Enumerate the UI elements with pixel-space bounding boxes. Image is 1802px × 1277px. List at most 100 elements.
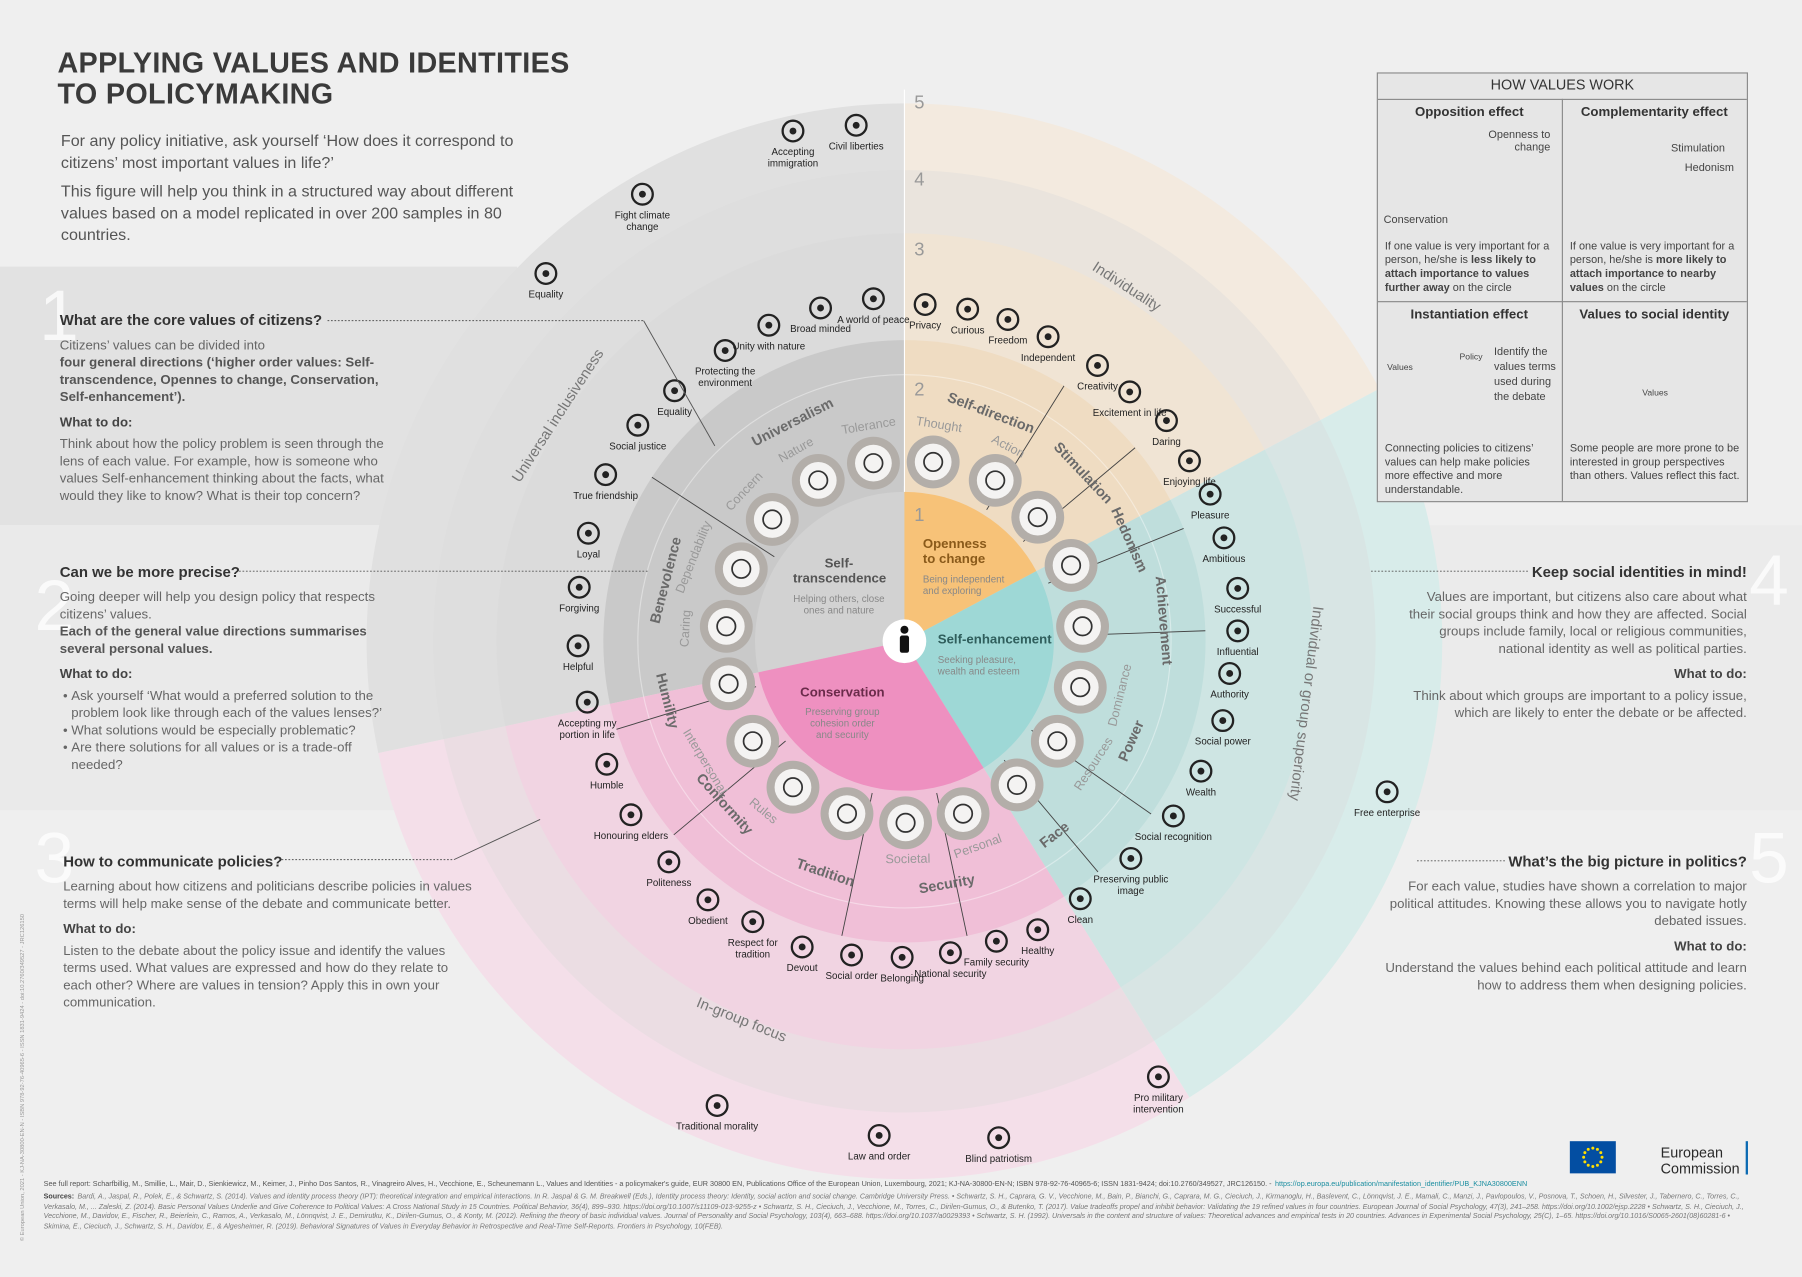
cell-text-part: If one value is very important for a per… <box>1569 240 1735 267</box>
higher-order-desc: Being independent and exploring <box>922 573 1005 597</box>
policy-icon-dot <box>869 295 877 303</box>
ring-number: 4 <box>914 168 924 189</box>
eu-star <box>1591 1164 1595 1168</box>
section-text: Citizens’ values can be divided into <box>59 339 265 353</box>
value-icon-glyph <box>716 616 737 637</box>
policy-icon <box>781 119 805 143</box>
value-icon-inner <box>1019 498 1057 536</box>
policy-icon <box>913 293 937 317</box>
policy-label: Unity with nature <box>732 340 806 352</box>
section: What’s the big picture in politics? For e… <box>1368 853 1747 996</box>
policy-label: Privacy <box>909 319 942 331</box>
policy-label: Forgiving <box>559 602 600 614</box>
value-icon-glyph <box>1072 616 1093 637</box>
person-body <box>899 635 910 653</box>
policy-icon <box>890 945 914 969</box>
policy-label: Social justice <box>609 440 667 452</box>
policy-label: Free enterprise <box>1353 806 1421 819</box>
value-icon-inner <box>1061 668 1099 706</box>
policy-icon <box>956 297 980 321</box>
todo-label: What to do: <box>63 922 136 937</box>
policy-icon <box>1375 780 1399 804</box>
cell-heading: Instantiation effect <box>1410 307 1529 322</box>
section-heading: What are the core values of citizens? <box>59 311 323 329</box>
ring-number: 3 <box>914 238 924 259</box>
policy-icon <box>566 634 590 658</box>
policy-label: Curious <box>950 324 985 336</box>
policy-label: Broad minded <box>790 322 851 335</box>
todo-label: What to do: <box>1674 667 1747 682</box>
policy-label: Belonging <box>880 972 924 984</box>
value-icon-glyph <box>836 803 858 824</box>
eu-star <box>1583 1160 1587 1164</box>
policy-label: Accepting immigration <box>767 145 819 169</box>
report-link: https://op.europa.eu/publication/manifes… <box>1274 1180 1528 1189</box>
todo-item: What solutions would be especially probl… <box>71 723 404 740</box>
higher-order-name: Openness to change <box>922 537 987 567</box>
policy-icon <box>1211 709 1235 733</box>
eu-star <box>1595 1163 1599 1167</box>
policy-icon <box>1026 918 1050 942</box>
policy-icon <box>987 1126 1011 1150</box>
policy-icon <box>757 313 781 337</box>
policy-label: Civil liberties <box>828 140 884 152</box>
policy-label: Accepting my portion in life <box>557 717 617 740</box>
policy-icon-dot <box>1126 388 1134 396</box>
cell-text-part: more likely to attach importance to near… <box>1569 253 1727 295</box>
policy-label: Protecting the environment <box>695 365 756 388</box>
policy-icon-dot <box>1034 926 1042 934</box>
policy-icon <box>790 935 814 959</box>
policy-icon-dot <box>1186 457 1193 465</box>
diagram-label: Policy <box>1459 351 1483 363</box>
policy-label: Pro military intervention <box>1133 1091 1184 1115</box>
section: What are the core values of citizens? Cit… <box>60 311 405 505</box>
policy-icon-dot <box>583 698 591 706</box>
policy-icon <box>861 287 885 311</box>
policy-icon <box>1146 1065 1170 1089</box>
policy-icon <box>1218 661 1242 685</box>
policy-icon-dot <box>749 918 757 926</box>
policy-icon-dot <box>1234 627 1242 635</box>
policy-label: True friendship <box>573 489 639 502</box>
section-heading: Keep social identities in mind! <box>1531 563 1747 581</box>
policy-icon-dot <box>946 949 954 957</box>
intro: For any policy initiative, ask yourself … <box>61 130 521 253</box>
value-icon-inner <box>774 768 812 806</box>
eu-star <box>1586 1147 1590 1151</box>
diagram-label: Openness to change <box>1488 128 1551 154</box>
value-icon-inner <box>1052 547 1090 584</box>
policy-label: Blind patriotism <box>965 1152 1033 1165</box>
policy-icon-dot <box>1004 316 1012 323</box>
policy-label: Ambitious <box>1202 552 1246 565</box>
policy-icon-dot <box>1169 812 1177 820</box>
ring-number: 5 <box>914 91 924 112</box>
policy-icon-dot <box>1220 534 1228 542</box>
policy-icon-dot <box>875 1131 883 1139</box>
policy-icon-dot <box>921 301 929 308</box>
policy-icon <box>575 690 599 714</box>
report: See full report: Scharfbillig, M., Smill… <box>44 1180 1756 1189</box>
policy-icon <box>567 575 591 599</box>
cell-text-part: Some people are more prone to be interes… <box>1569 442 1740 483</box>
policy-label: Politeness <box>646 876 692 889</box>
policy-label: Social order <box>825 969 878 982</box>
value-icon-inner <box>855 444 892 482</box>
value-icon-glyph <box>923 451 944 473</box>
policy-icon-dot <box>574 642 582 650</box>
policy-icon <box>576 521 600 545</box>
policy-label: Obedient <box>688 914 728 927</box>
section: Keep social identities in mind! Values ar… <box>1402 563 1747 723</box>
policy-label: Honouring elders <box>593 829 669 842</box>
value-icon-glyph <box>863 453 884 474</box>
policy-icon <box>840 943 864 967</box>
policy-label: Pleasure <box>1190 509 1230 521</box>
higher-order-desc: Seeking pleasure, wealth and esteem <box>937 653 1020 677</box>
value-icon-inner <box>799 461 837 499</box>
subvalue-name: Societal <box>885 852 930 867</box>
policy-icon <box>984 929 1008 953</box>
value-icon-inner <box>707 607 745 645</box>
policy-label: Wealth <box>1185 786 1217 798</box>
higher-order-name: Self-enhancement <box>937 633 1052 648</box>
